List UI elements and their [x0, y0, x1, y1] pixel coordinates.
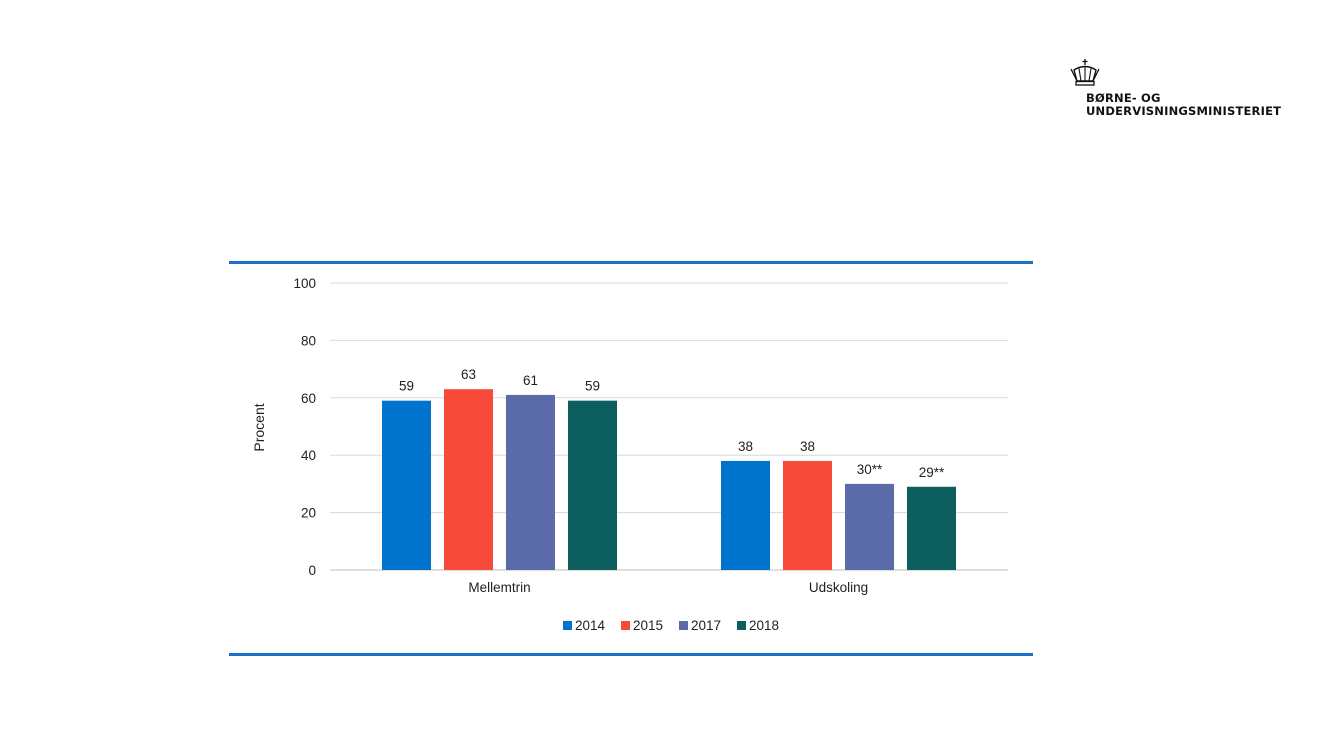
bar-udskoling-2017 [845, 483, 894, 570]
legend-label: 2018 [749, 618, 779, 633]
chart-top-rule [229, 261, 1033, 264]
data-label: 29** [919, 465, 945, 480]
legend-swatch-2014 [563, 621, 572, 630]
y-tick-label: 100 [293, 276, 316, 291]
data-label: 30** [857, 462, 883, 477]
data-label: 63 [461, 367, 476, 382]
legend-label: 2017 [691, 618, 721, 633]
legend-label: 2015 [633, 618, 663, 633]
chart-bottom-rule [229, 653, 1033, 656]
logo-line-1: BØRNE- OG [1086, 91, 1161, 105]
y-tick-label: 60 [301, 391, 316, 406]
legend-swatch-2018 [737, 621, 746, 630]
bar-udskoling-2014 [721, 460, 770, 570]
legend-swatch-2015 [621, 621, 630, 630]
x-category-label: Udskoling [809, 580, 868, 595]
bar-mellemtrin-2018 [568, 400, 617, 570]
bar-mellemtrin-2017 [506, 394, 555, 570]
bar-mellemtrin-2015 [444, 389, 493, 570]
y-tick-label: 80 [301, 333, 316, 348]
y-tick-label: 0 [308, 563, 316, 578]
data-label: 38 [800, 439, 815, 454]
legend-label: 2014 [575, 618, 606, 633]
data-label: 59 [585, 379, 600, 394]
data-label: 61 [523, 373, 538, 388]
crown-icon [1070, 59, 1100, 86]
bar-udskoling-2015 [783, 460, 832, 570]
legend-swatch-2017 [679, 621, 688, 630]
bar-mellemtrin-2014 [382, 400, 431, 570]
ministry-logo: BØRNE- OG UNDERVISNINGSMINISTERIET [1068, 58, 1288, 122]
data-label: 59 [399, 379, 414, 394]
x-category-label: Mellemtrin [468, 580, 530, 595]
logo-line-2: UNDERVISNINGSMINISTERIET [1086, 104, 1282, 118]
bar-udskoling-2018 [907, 486, 956, 570]
y-tick-label: 20 [301, 506, 316, 521]
data-label: 38 [738, 439, 753, 454]
y-axis-label: Procent [251, 403, 267, 451]
y-tick-label: 40 [301, 448, 316, 463]
